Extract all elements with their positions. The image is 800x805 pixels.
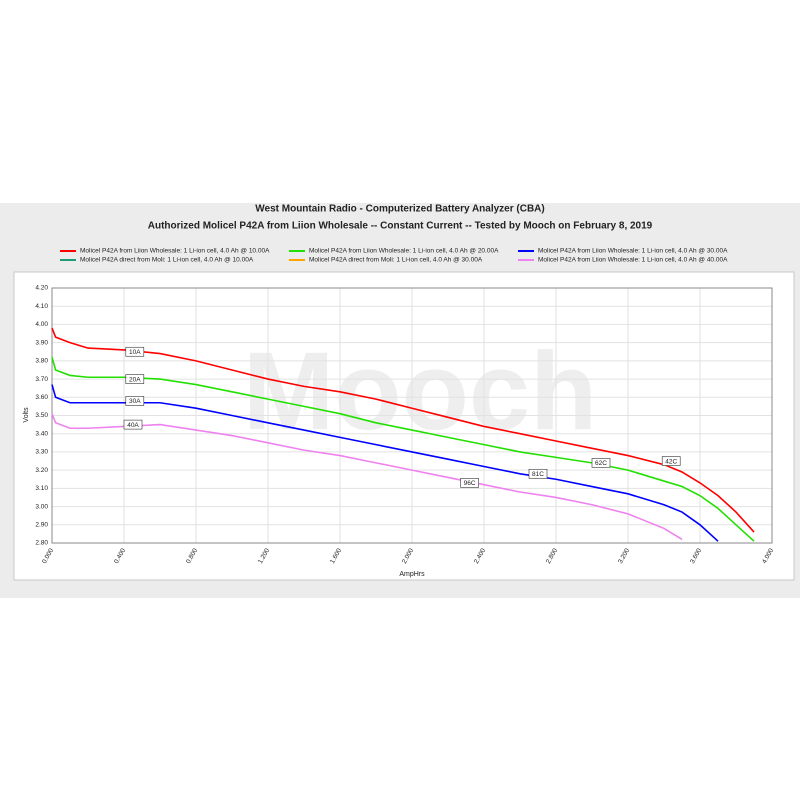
series-line bbox=[51, 413, 683, 541]
series-line bbox=[51, 384, 719, 542]
annotation-box bbox=[125, 374, 145, 384]
legend-label: Molicel P42A from Liion Wholesale: 1 Li-… bbox=[538, 257, 728, 264]
y-tick-label: 2.80 bbox=[35, 540, 48, 547]
annotation: 30A bbox=[129, 398, 141, 405]
series-line bbox=[51, 356, 755, 542]
y-tick-label: 3.10 bbox=[35, 485, 48, 492]
annotation-box bbox=[125, 396, 145, 406]
annotation: 10A bbox=[129, 349, 141, 356]
y-tick-label: 4.00 bbox=[35, 321, 48, 328]
y-tick-label: 4.10 bbox=[35, 303, 48, 310]
annotation-box bbox=[123, 419, 143, 430]
y-tick-label: 4.20 bbox=[35, 285, 48, 292]
x-axis-label: AmpHrs bbox=[399, 571, 425, 578]
y-tick-label: 3.40 bbox=[35, 430, 48, 437]
legend-label: Molicel P42A from Liion Wholesale: 1 Li-… bbox=[538, 248, 728, 255]
annotation-box bbox=[125, 346, 145, 357]
chart-title: West Mountain Radio - Computerized Batte… bbox=[255, 204, 544, 215]
y-tick-label: 3.90 bbox=[35, 339, 48, 346]
y-tick-label: 3.80 bbox=[35, 358, 48, 365]
legend-label: Molicel P42A from Liion Wholesale: 1 Li-… bbox=[309, 248, 499, 255]
legend-label: Molicel P42A from Liion Wholesale: 1 Li-… bbox=[80, 248, 270, 255]
annotation: 81C bbox=[532, 471, 544, 478]
y-tick-label: 3.50 bbox=[35, 412, 48, 419]
annotation: 96C bbox=[464, 480, 476, 487]
watermark: Mooch bbox=[243, 330, 597, 453]
annotation-box bbox=[528, 468, 548, 479]
legend-label: Molicel P42A direct from Moli: 1 Li-ion … bbox=[309, 257, 483, 264]
annotation: 40A bbox=[127, 422, 139, 429]
legend-label: Molicel P42A direct from Moli: 1 Li-ion … bbox=[80, 257, 254, 264]
y-tick-label: 3.20 bbox=[35, 467, 48, 474]
y-axis-label: Volts bbox=[23, 407, 30, 423]
y-tick-label: 3.00 bbox=[35, 503, 48, 510]
annotation-box bbox=[661, 456, 681, 466]
annotation: 20A bbox=[129, 376, 141, 383]
annotation: 42C bbox=[665, 458, 677, 465]
series-line bbox=[51, 327, 755, 533]
y-tick-label: 3.70 bbox=[35, 376, 48, 383]
y-tick-label: 3.60 bbox=[35, 394, 48, 401]
chart-subtitle: Authorized Molicel P42A from Liion Whole… bbox=[148, 221, 653, 232]
y-tick-label: 2.90 bbox=[35, 522, 48, 529]
y-tick-label: 3.30 bbox=[35, 449, 48, 456]
annotation: 62C bbox=[595, 460, 607, 467]
annotation-box bbox=[591, 458, 611, 468]
annotation-box bbox=[460, 478, 479, 488]
